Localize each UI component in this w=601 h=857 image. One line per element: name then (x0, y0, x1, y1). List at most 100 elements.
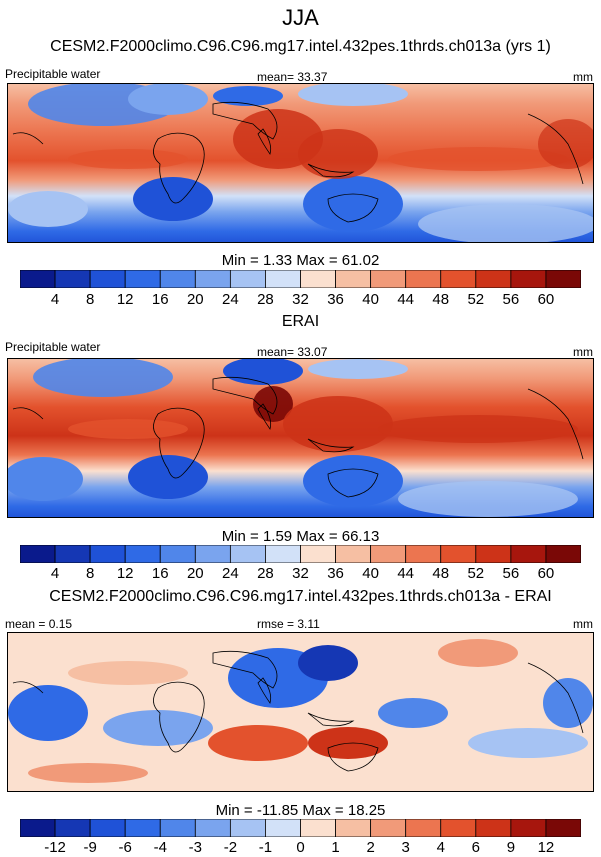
colorbar-bin (20, 819, 56, 837)
colorbar-tick-label: 48 (432, 565, 450, 582)
colorbar-tick-label: 36 (327, 291, 344, 308)
colorbar-bin (300, 545, 336, 563)
panel-2-title: ERAI (281, 313, 320, 330)
colorbar-tick-label: 20 (186, 565, 204, 582)
colorbar-bin (545, 545, 581, 563)
colorbar-tick-label: 12 (116, 291, 134, 308)
colorbar-bin (89, 545, 126, 563)
colorbar-tick-label: 6 (471, 839, 480, 856)
colorbar-tick-label: 3 (401, 839, 410, 856)
colorbar-bin (545, 270, 581, 288)
colorbar-bin (475, 270, 512, 288)
colorbar-tick-label: -6 (118, 839, 132, 856)
colorbar-bin (440, 545, 477, 563)
colorbar-tick-label: 24 (222, 291, 239, 308)
colorbar-bin (475, 545, 512, 563)
colorbar-3 (20, 819, 581, 837)
colorbar-tick-label: 16 (151, 565, 169, 582)
colorbar-bin (510, 819, 547, 837)
colorbar-bin (475, 819, 512, 837)
colorbar-tick-label: -9 (83, 839, 97, 856)
colorbar-bin (194, 819, 231, 837)
colorbar-tick-label: 60 (537, 565, 555, 582)
colorbar-tick-label: 4 (436, 839, 445, 856)
colorbar-bin (300, 819, 336, 837)
colorbar-bin (510, 270, 547, 288)
colorbar-tick-label: 4 (50, 565, 60, 582)
colorbar-bin (335, 819, 372, 837)
panel-3-map (7, 632, 594, 792)
panel-1-variable-label: Precipitable water (5, 67, 101, 81)
colorbar-tick-label: -1 (258, 839, 273, 856)
colorbar-bin (159, 270, 196, 288)
colorbar-tick-label: 48 (432, 291, 450, 308)
colorbar-bin (54, 545, 91, 563)
colorbar-tick-label: 1 (331, 839, 340, 856)
colorbar-bin (335, 545, 372, 563)
colorbar-tick-label: 9 (506, 839, 516, 856)
colorbar-bin (335, 270, 372, 288)
colorbar-tick-label: 12 (537, 839, 555, 856)
colorbar-bin (370, 270, 407, 288)
panel-2-units-label: mm (573, 345, 593, 359)
colorbar-tick-label: 0 (296, 839, 305, 856)
colorbar-bin (159, 545, 196, 563)
colorbar-bin (440, 819, 477, 837)
colorbar-bin (20, 270, 56, 288)
colorbar-tick-label: 44 (397, 291, 415, 308)
colorbar-tick-label: 56 (502, 565, 520, 582)
panel-3-mean-label: mean = 0.15 (5, 617, 73, 631)
colorbar-tick-label: -3 (188, 839, 202, 856)
colorbar-tick-label: 36 (327, 565, 344, 582)
colorbar-tick-label: 4 (50, 291, 60, 308)
colorbar-bin (229, 545, 266, 563)
colorbar-bin (370, 819, 407, 837)
colorbar-1 (20, 270, 581, 288)
colorbar-bin (124, 819, 161, 837)
colorbar-tick-label: 52 (467, 565, 485, 582)
panel-2-variable-label: Precipitable water (5, 340, 101, 354)
colorbar-tick-label: 40 (362, 291, 379, 308)
panel-1-map-svg (8, 84, 593, 242)
panel-1-minmax: Min = 1.33 Max = 61.02 (221, 252, 380, 269)
panel-2-map (7, 358, 594, 518)
colorbar-bin (89, 270, 126, 288)
colorbar-bin (194, 545, 231, 563)
colorbar-bin (229, 270, 266, 288)
colorbar-bin (545, 819, 581, 837)
panel-3-units-label: mm (573, 617, 593, 631)
colorbar-bin (265, 545, 301, 563)
colorbar-2 (20, 545, 581, 563)
colorbar-bin (20, 545, 56, 563)
colorbar-tick-label: 32 (292, 565, 309, 582)
colorbar-bin (89, 819, 126, 837)
colorbar-bin (54, 819, 91, 837)
colorbar-bin (229, 819, 266, 837)
panel-2-mean-label: mean= 33.07 (257, 345, 328, 359)
colorbar-tick-label: 8 (85, 565, 95, 582)
colorbar-tick-label: 24 (222, 565, 239, 582)
panel-2-map-svg (8, 359, 593, 517)
colorbar-tick-label: -4 (153, 839, 167, 856)
colorbar-tick-label: 8 (85, 291, 95, 308)
panel-1-map (7, 83, 594, 243)
colorbar-bin (405, 270, 442, 288)
colorbar-tick-label: 44 (397, 565, 415, 582)
colorbar-bin (194, 270, 231, 288)
season-title: JJA (282, 5, 319, 30)
colorbar-bin (124, 545, 161, 563)
colorbar-2-labels: 4 8 12 16 20 24 28 32 36 40 44 48 52 56 60 (20, 565, 581, 582)
colorbar-bin (440, 270, 477, 288)
colorbar-tick-label: 2 (366, 839, 375, 856)
panel-1-title: CESM2.F2000climo.C96.C96.mg17.intel.432p… (50, 38, 551, 55)
colorbar-bin (300, 270, 336, 288)
colorbar-bin (124, 270, 161, 288)
colorbar-tick-label: 40 (362, 565, 379, 582)
colorbar-bin (265, 270, 301, 288)
colorbar-bin (370, 545, 407, 563)
panel-3-minmax: Min = -11.85 Max = 18.25 (215, 802, 386, 819)
colorbar-tick-label: 12 (116, 565, 134, 582)
colorbar-bin (159, 819, 196, 837)
panel-3-title: CESM2.F2000climo.C96.C96.mg17.intel.432p… (49, 588, 552, 605)
colorbar-tick-label: 16 (151, 291, 169, 308)
